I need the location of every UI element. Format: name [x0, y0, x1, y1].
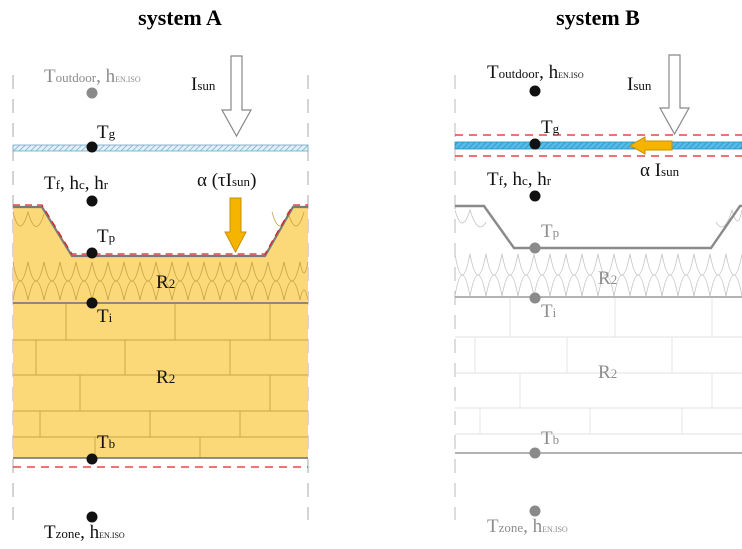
system-a-absorbed-arrow: [224, 197, 247, 254]
system-b-label-zone: Tzone, hEN.ISO: [487, 516, 568, 537]
system-b-label-plate: Tp: [541, 221, 559, 242]
system-a-label-sun: Isun: [191, 74, 216, 95]
system-a-title: system A: [138, 5, 222, 30]
system-a-label-bottom: Tb: [97, 432, 115, 453]
system-b-sun-arrow: [658, 54, 691, 136]
system-b-label-r-wall: R2: [598, 362, 617, 383]
system-a-insulation-pattern: [12, 210, 309, 301]
system-a-label-glass: Tg: [97, 122, 116, 143]
system-a-label-absorbed: α (τIsun): [197, 170, 256, 191]
system-a-node-bottom: [86, 453, 98, 465]
system-a-node-glass: [86, 141, 98, 153]
system-b-node-fluid: [529, 190, 541, 202]
system-a-label-r-wall: R2: [156, 367, 175, 388]
system-b-glass-absorber: [454, 141, 742, 150]
system-a-wall-bricks: [13, 304, 308, 458]
system-a-label-fluid: Tf, hc, hr: [44, 173, 109, 194]
system-b-label-interface: Ti: [541, 301, 557, 322]
system-a-glass-cover: [12, 144, 309, 152]
system-b-node-zone: [529, 505, 541, 517]
system-b-node-outdoor: [529, 85, 541, 97]
system-b-label-sun: Isun: [627, 74, 652, 95]
system-b-node-plate: [529, 242, 541, 254]
system-b-absorber-profile: [455, 204, 742, 250]
system-a-absorber-fill: [13, 207, 308, 458]
system-a-label-r-insulation: R2: [156, 272, 175, 293]
system-b-label-fluid: Tf, hc, hr: [487, 169, 552, 190]
system-b-title: system B: [556, 5, 640, 30]
system-b-label-r-insulation: R2: [598, 268, 617, 289]
system-a: system A: [12, 5, 309, 543]
system-b-label-outdoor: Toutdoor, hEN.ISO: [487, 62, 584, 83]
system-a-node-interface: [86, 297, 98, 309]
system-b-wall-bricks: [455, 298, 742, 435]
system-b-label-absorbed: α Isun: [640, 160, 680, 181]
system-b-insulation-pattern: [454, 208, 742, 297]
system-a-node-fluid: [86, 195, 98, 207]
system-b: system B: [454, 5, 742, 537]
system-a-sun-arrow: [220, 55, 253, 138]
system-b-node-glass: [529, 138, 541, 150]
system-a-absorber-boundary: [13, 204, 308, 255]
system-b-node-bottom: [529, 447, 541, 459]
system-b-absorbed-arrow: [628, 136, 673, 155]
system-a-node-zone: [86, 511, 98, 523]
system-a-label-plate: Tp: [97, 226, 115, 247]
system-a-label-interface: Ti: [97, 306, 113, 327]
system-a-node-outdoor: [86, 87, 98, 99]
system-a-node-plate: [86, 247, 98, 259]
system-b-label-bottom: Tb: [541, 428, 559, 449]
system-b-label-glass: Tg: [541, 117, 560, 138]
system-b-node-interface: [529, 292, 541, 304]
system-a-label-zone: Tzone, hEN.ISO: [44, 522, 125, 543]
system-a-absorber-profile: [13, 205, 308, 258]
system-a-label-outdoor: Toutdoor, hEN.ISO: [44, 66, 141, 87]
